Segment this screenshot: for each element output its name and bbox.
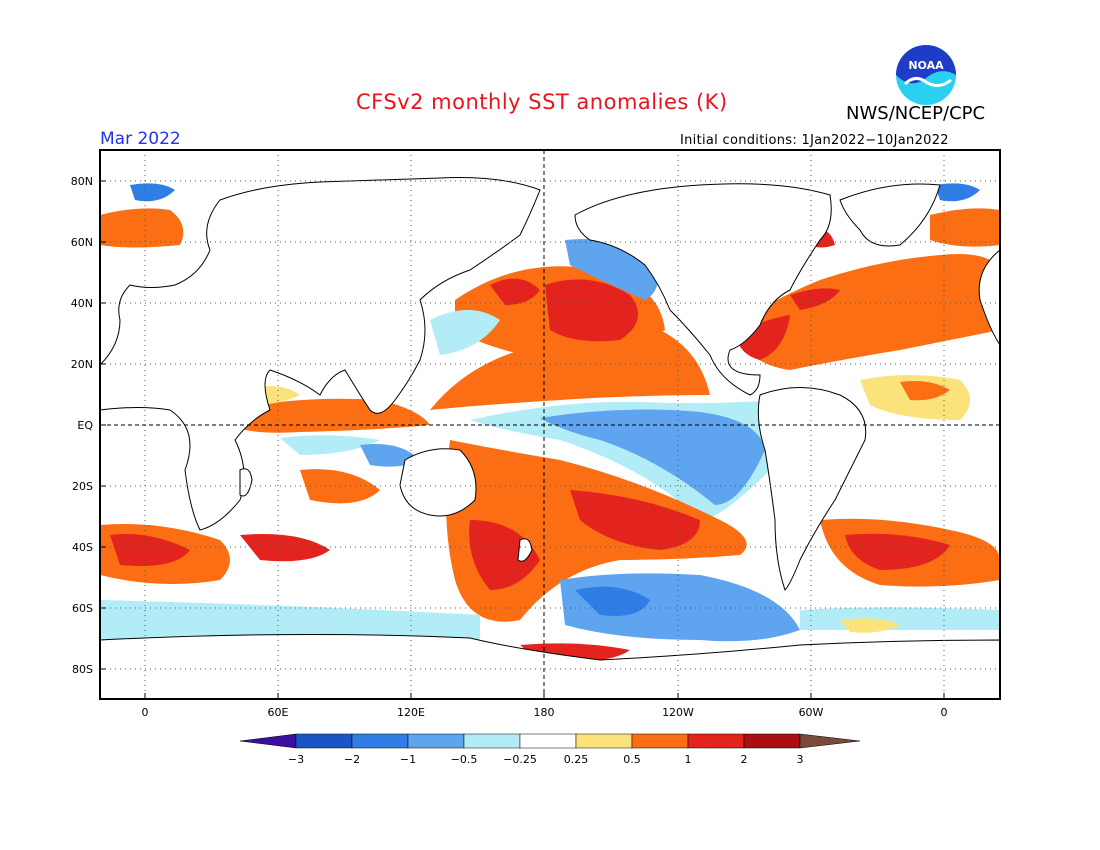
lon-label: 0 xyxy=(941,706,948,719)
chart-title: CFSv2 monthly SST anomalies (K) xyxy=(356,90,728,114)
forecast-month: Mar 2022 xyxy=(100,129,181,149)
lon-label: 0 xyxy=(142,706,149,719)
lon-label: 180 xyxy=(534,706,555,719)
agency-label: NWS/NCEP/CPC xyxy=(846,103,986,124)
colorbar-swatch xyxy=(631,733,689,749)
colorbar-label: 1 xyxy=(685,753,692,766)
colorbar-swatch xyxy=(295,733,353,749)
longitude-labels: 0 60E 120E 180 120W 60W 0 xyxy=(142,706,948,719)
lon-label: 120W xyxy=(662,706,694,719)
colorbar-swatch xyxy=(519,733,577,749)
colorbar-swatch xyxy=(407,733,465,749)
colorbar-label: 0.25 xyxy=(564,753,589,766)
colorbar-swatch xyxy=(351,733,409,749)
colorbar-label: 0.5 xyxy=(623,753,641,766)
noaa-logo: NOAA xyxy=(895,44,957,106)
colorbar-label: −0.25 xyxy=(503,753,537,766)
colorbar-max-triangle xyxy=(799,733,861,749)
lat-label: 20N xyxy=(71,358,93,371)
lat-label: 60S xyxy=(72,602,93,615)
colorbar-label: 2 xyxy=(741,753,748,766)
lat-label: EQ xyxy=(77,419,93,432)
logo-text: NOAA xyxy=(908,59,944,72)
initial-conditions: Initial conditions: 1Jan2022−10Jan2022 xyxy=(680,133,949,148)
lat-label: 60N xyxy=(71,236,93,249)
colorbar-labels: −3 −2 −1 −0.5 −0.25 0.25 0.5 1 2 3 xyxy=(288,753,804,766)
colorbar-label: −1 xyxy=(400,753,416,766)
colorbar xyxy=(239,733,861,749)
colorbar-swatch xyxy=(687,733,745,749)
colorbar-label: −3 xyxy=(288,753,304,766)
colorbar-label: −0.5 xyxy=(451,753,478,766)
colorbar-label: 3 xyxy=(797,753,804,766)
equator-dateline xyxy=(100,150,1000,699)
colorbar-swatch xyxy=(743,733,801,749)
lon-label: 60E xyxy=(268,706,289,719)
lat-label: 80S xyxy=(72,663,93,676)
lat-label: 40N xyxy=(71,297,93,310)
lat-label: 20S xyxy=(72,480,93,493)
colorbar-min-triangle xyxy=(239,733,297,749)
colorbar-swatch xyxy=(463,733,521,749)
lat-label: 80N xyxy=(71,175,93,188)
continents xyxy=(100,177,1000,699)
colorbar-swatch xyxy=(575,733,633,749)
latitude-labels: 80N 60N 40N 20N EQ 20S 40S 60S 80S xyxy=(71,175,94,676)
lon-label: 120E xyxy=(397,706,425,719)
colorbar-label: −2 xyxy=(344,753,360,766)
lon-label: 60W xyxy=(799,706,824,719)
lat-label: 40S xyxy=(72,541,93,554)
graticule xyxy=(100,150,1000,699)
